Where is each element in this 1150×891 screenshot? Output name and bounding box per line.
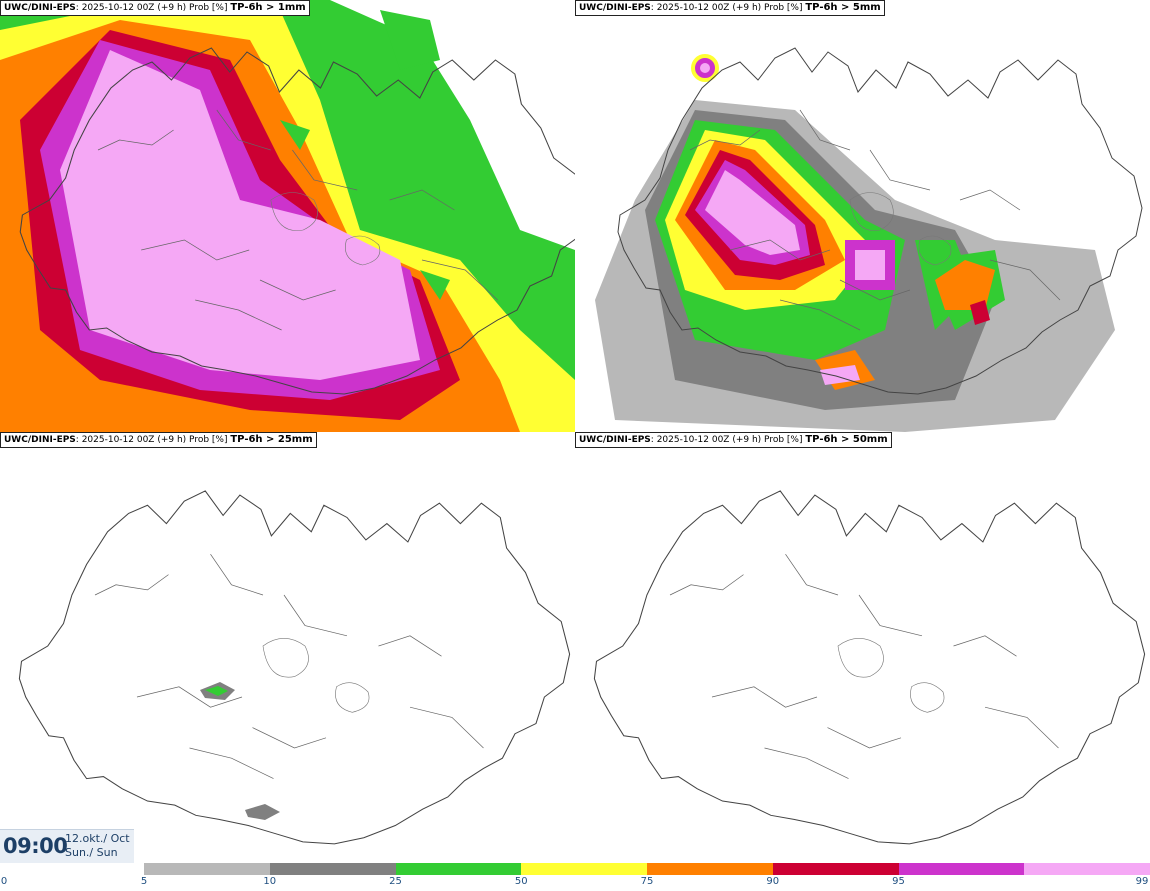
colorbar-tick-label: 95 (892, 876, 905, 887)
map-panel-50mm: UWC/DINI-EPS: 2025-10-12 00Z (+9 h) Prob… (575, 432, 1150, 864)
run-info: : 2025-10-12 00Z (+9 h) Prob [%] (75, 3, 231, 13)
valid-date: 12.okt./ Oct Sun./ Sun (65, 832, 130, 860)
valid-time-box: 09:00 12.okt./ Oct Sun./ Sun (0, 829, 134, 863)
run-info: : 2025-10-12 00Z (+9 h) Prob [%] (650, 435, 806, 445)
colorbar-tick-label: 99 (1135, 876, 1149, 887)
run-info: : 2025-10-12 00Z (+9 h) Prob [%] (650, 3, 806, 13)
threshold-label: TP-6h > 5mm (805, 2, 881, 13)
colorbar-segment (647, 863, 773, 875)
valid-day-label: Sun./ Sun (65, 846, 118, 859)
colorbar-tick-label: 10 (263, 876, 277, 887)
colorbar-segment (1024, 863, 1150, 875)
probability-map-5mm (575, 0, 1150, 432)
threshold-label: TP-6h > 1mm (230, 2, 306, 13)
model-name: UWC/DINI-EPS (4, 3, 76, 13)
valid-date-label: 12.okt./ Oct (65, 832, 130, 845)
map-panel-25mm: UWC/DINI-EPS: 2025-10-12 00Z (+9 h) Prob… (0, 432, 575, 864)
colorbar-segment (144, 863, 270, 875)
colorbar-tick-label: 90 (766, 876, 780, 887)
model-name: UWC/DINI-EPS (579, 3, 651, 13)
panel-title-50mm: UWC/DINI-EPS: 2025-10-12 00Z (+9 h) Prob… (575, 432, 892, 448)
model-name: UWC/DINI-EPS (4, 435, 76, 445)
probability-map-1mm (0, 0, 575, 432)
map-panel-1mm: UWC/DINI-EPS: 2025-10-12 00Z (+9 h) Prob… (0, 0, 575, 432)
colorbar-tick-label: 50 (514, 876, 528, 887)
panel-title-1mm: UWC/DINI-EPS: 2025-10-12 00Z (+9 h) Prob… (0, 0, 310, 16)
colorbar-segment (269, 863, 396, 875)
colorbar-segment (521, 863, 647, 875)
colorbar-segment (395, 863, 522, 875)
colorbar-segment (772, 863, 899, 875)
colorbar-tick-label: 75 (640, 876, 654, 887)
probability-colorbar (144, 863, 1150, 875)
colorbar-tick-label: 25 (389, 876, 402, 887)
colorbar-segment (898, 863, 1025, 875)
panel-title-25mm: UWC/DINI-EPS: 2025-10-12 00Z (+9 h) Prob… (0, 432, 317, 448)
run-info: : 2025-10-12 00Z (+9 h) Prob [%] (75, 435, 231, 445)
colorbar-tick-label: 5 (140, 876, 148, 887)
valid-time: 09:00 (3, 834, 68, 858)
probability-map-25mm (0, 432, 575, 864)
map-panel-5mm: UWC/DINI-EPS: 2025-10-12 00Z (+9 h) Prob… (575, 0, 1150, 432)
colorbar-tick-label: 0 (0, 876, 8, 887)
panel-title-5mm: UWC/DINI-EPS: 2025-10-12 00Z (+9 h) Prob… (575, 0, 885, 16)
probability-map-50mm (575, 432, 1150, 864)
model-name: UWC/DINI-EPS (579, 435, 651, 445)
threshold-label: TP-6h > 50mm (805, 434, 888, 445)
threshold-label: TP-6h > 25mm (230, 434, 313, 445)
